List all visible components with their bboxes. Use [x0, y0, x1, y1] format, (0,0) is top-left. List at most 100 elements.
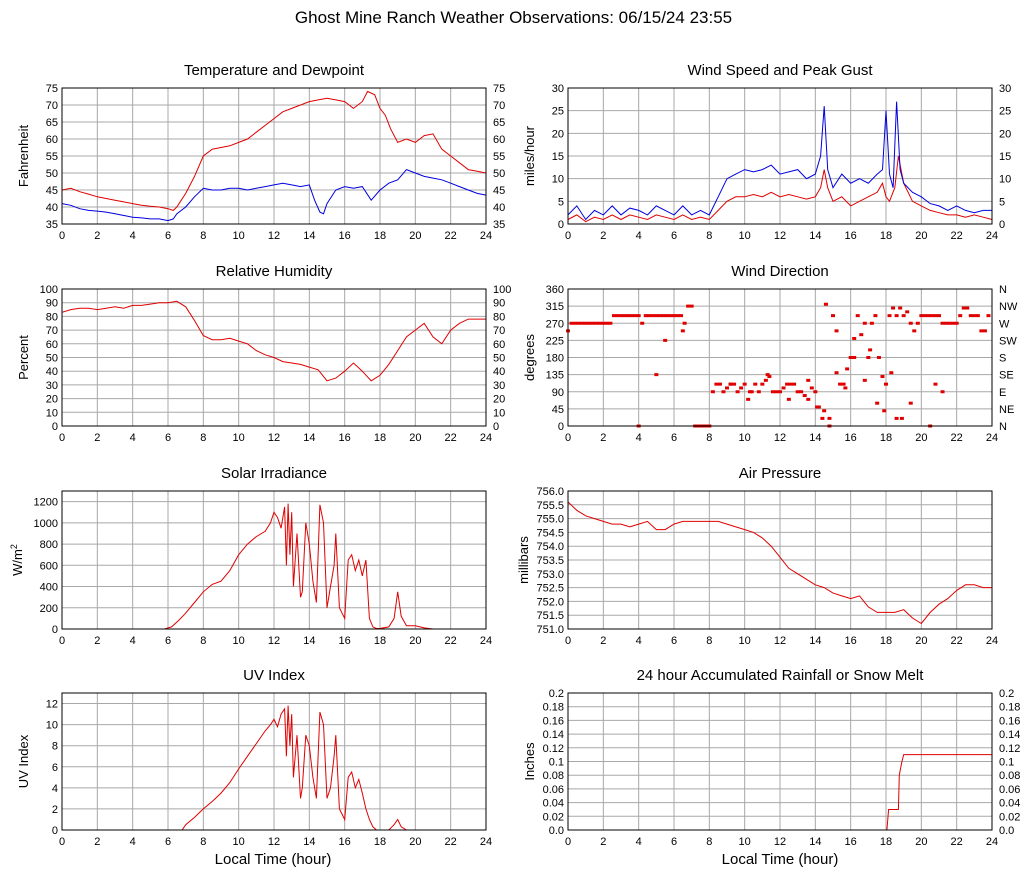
right-y-tick-label: 0.06 — [999, 784, 1020, 796]
direction-point — [721, 390, 726, 394]
series-line-blue — [61, 169, 487, 222]
direction-point — [778, 390, 782, 394]
y-tick-label: 45 — [46, 185, 58, 197]
direction-point — [756, 390, 761, 394]
right-y-tick-label: 80 — [493, 311, 505, 323]
x-tick-label: 10 — [233, 635, 245, 647]
right-y-tick-label: 70 — [493, 325, 505, 337]
y-tick-label: 0.2 — [549, 688, 564, 700]
direction-point — [597, 321, 602, 325]
series-line-red — [61, 300, 486, 382]
direction-point — [841, 382, 846, 386]
right-y-tick-label: 0.14 — [999, 729, 1020, 741]
plot-frame — [567, 288, 993, 427]
direction-point — [679, 314, 684, 318]
direction-point — [792, 382, 797, 386]
right-y-tick-label: N — [999, 284, 1007, 296]
direction-point — [845, 367, 850, 371]
right-y-tick-label: W — [999, 318, 1010, 330]
direction-point — [905, 310, 910, 314]
y-tick-label: 756.0 — [536, 486, 564, 498]
direction-point — [884, 382, 888, 386]
direction-point — [626, 314, 631, 318]
x-tick-label: 0 — [565, 836, 571, 848]
x-tick-label: 2 — [600, 230, 606, 242]
direction-point — [594, 321, 599, 325]
x-tick-label: 14 — [303, 836, 315, 848]
y-tick-label: 45 — [552, 404, 564, 416]
direction-point — [622, 314, 627, 318]
right-y-tick-label: SE — [999, 370, 1014, 382]
x-tick-label: 12 — [268, 230, 280, 242]
y-tick-label: 100 — [40, 284, 58, 296]
direction-point — [940, 390, 945, 394]
direction-point — [663, 338, 668, 342]
direction-point — [760, 382, 765, 386]
direction-point — [889, 371, 894, 375]
direction-point — [682, 321, 687, 325]
x-tick-label: 22 — [445, 635, 457, 647]
x-tick-label: 18 — [374, 635, 386, 647]
direction-point — [986, 314, 991, 318]
y-tick-label: 0 — [558, 219, 564, 231]
direction-point — [640, 321, 645, 325]
right-y-tick-label: N — [999, 421, 1007, 433]
x-tick-label: 12 — [774, 635, 786, 647]
y-tick-label: 270 — [546, 318, 564, 330]
direction-point — [940, 321, 945, 325]
direction-point — [831, 314, 835, 318]
direction-point — [710, 390, 715, 394]
series-line-red — [567, 155, 993, 223]
direction-point — [876, 356, 881, 359]
right-y-tick-label: 0.1 — [999, 757, 1014, 769]
direction-point — [753, 382, 758, 386]
x-tick-label: 16 — [845, 230, 857, 242]
direction-point — [668, 314, 673, 318]
plot-frame — [567, 490, 993, 630]
x-tick-label: 6 — [165, 230, 171, 242]
y-tick-label: 55 — [46, 151, 58, 163]
direction-point — [636, 314, 641, 318]
y-tick-label: 753.0 — [536, 569, 564, 581]
y-tick-label: 75 — [46, 83, 58, 95]
series-line-red — [567, 501, 992, 625]
page-title: Ghost Mine Ranch Weather Observations: 0… — [294, 8, 733, 27]
direction-point — [915, 321, 920, 325]
right-y-tick-label: 5 — [999, 196, 1005, 208]
x-tick-label: 22 — [951, 230, 963, 242]
chart-title: Relative Humidity — [216, 263, 333, 280]
x-tick-label: 4 — [636, 432, 642, 444]
plot-frame — [61, 288, 487, 427]
direction-point — [767, 375, 772, 379]
y-axis-label: Inches — [522, 742, 537, 781]
y-tick-label: 20 — [46, 394, 58, 406]
x-tick-label: 0 — [59, 635, 65, 647]
y-tick-label: 754.5 — [536, 527, 564, 539]
x-axis-label-right: Local Time (hour) — [722, 851, 839, 868]
right-y-tick-label: 20 — [999, 128, 1011, 140]
direction-point — [583, 321, 588, 325]
x-tick-label: 0 — [565, 230, 571, 242]
chart-title: Wind Direction — [731, 263, 829, 280]
x-tick-label: 16 — [339, 635, 351, 647]
y-tick-label: 1000 — [34, 518, 58, 530]
y-tick-label: 35 — [46, 219, 58, 231]
right-y-tick-label: 0.2 — [999, 688, 1014, 700]
direction-point — [894, 314, 899, 318]
x-tick-label: 16 — [845, 432, 857, 444]
x-tick-label: 14 — [303, 635, 315, 647]
direction-point — [576, 321, 581, 325]
right-y-tick-label: 0.12 — [999, 743, 1020, 755]
direction-point — [615, 314, 620, 318]
x-tick-label: 14 — [809, 432, 821, 444]
direction-point — [982, 329, 987, 333]
x-tick-label: 10 — [233, 432, 245, 444]
y-tick-label: 0 — [52, 421, 58, 433]
y-tick-label: 0.12 — [543, 743, 564, 755]
x-tick-label: 20 — [915, 635, 927, 647]
y-tick-label: 0.08 — [543, 770, 564, 782]
x-tick-label: 6 — [165, 432, 171, 444]
